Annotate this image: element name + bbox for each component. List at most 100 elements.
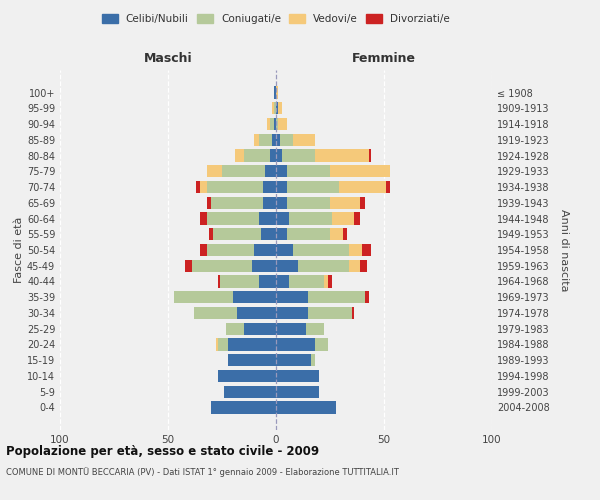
Bar — [287, 196, 330, 209]
Bar — [287, 165, 330, 177]
Bar — [311, 354, 315, 366]
Bar — [200, 244, 207, 256]
Legend: Celibi/Nubili, Coniugati/e, Vedovi/e, Divorziati/e: Celibi/Nubili, Coniugati/e, Vedovi/e, Di… — [98, 10, 454, 29]
Bar — [289, 212, 332, 224]
Text: Popolazione per età, sesso e stato civile - 2009: Popolazione per età, sesso e stato civil… — [6, 445, 319, 458]
Bar — [276, 165, 287, 177]
Bar — [330, 196, 360, 209]
Bar — [352, 307, 354, 319]
Bar — [233, 291, 276, 304]
Bar — [332, 212, 354, 224]
Bar — [214, 228, 261, 240]
Bar — [289, 276, 323, 287]
Bar — [315, 338, 328, 350]
Bar — [200, 181, 207, 193]
Bar — [254, 134, 259, 146]
Bar — [298, 260, 349, 272]
Bar — [276, 150, 283, 162]
Bar — [261, 228, 276, 240]
Bar — [323, 276, 328, 287]
Bar — [276, 196, 287, 209]
Bar — [229, 338, 276, 350]
Bar — [259, 276, 276, 287]
Bar — [218, 370, 276, 382]
Bar — [276, 118, 278, 130]
Bar — [276, 86, 278, 99]
Bar — [276, 181, 287, 193]
Bar — [276, 322, 306, 335]
Bar — [278, 102, 283, 115]
Bar — [224, 386, 276, 398]
Bar — [315, 150, 369, 162]
Bar — [276, 386, 319, 398]
Bar — [330, 165, 391, 177]
Bar — [308, 291, 365, 304]
Bar — [338, 181, 386, 193]
Bar — [220, 276, 259, 287]
Bar — [349, 260, 360, 272]
Bar — [306, 322, 323, 335]
Text: COMUNE DI MONTÜ BECCARIA (PV) - Dati ISTAT 1° gennaio 2009 - Elaborazione TUTTIT: COMUNE DI MONTÜ BECCARIA (PV) - Dati IST… — [6, 468, 399, 477]
Bar — [259, 134, 272, 146]
Bar — [252, 260, 276, 272]
Bar — [330, 228, 343, 240]
Bar — [308, 307, 352, 319]
Bar — [259, 212, 276, 224]
Bar — [287, 181, 338, 193]
Bar — [192, 260, 252, 272]
Bar — [196, 181, 200, 193]
Bar — [254, 244, 276, 256]
Bar — [222, 165, 265, 177]
Bar — [194, 307, 237, 319]
Bar — [276, 402, 337, 413]
Bar — [276, 102, 278, 115]
Bar — [185, 260, 192, 272]
Bar — [207, 212, 259, 224]
Bar — [268, 118, 269, 130]
Bar — [207, 196, 211, 209]
Text: Maschi: Maschi — [143, 52, 193, 65]
Bar — [276, 260, 298, 272]
Bar — [293, 244, 349, 256]
Bar — [276, 354, 311, 366]
Bar — [175, 291, 233, 304]
Bar — [274, 86, 276, 99]
Bar — [360, 196, 365, 209]
Bar — [283, 150, 315, 162]
Bar — [211, 402, 276, 413]
Bar — [360, 260, 367, 272]
Bar — [218, 338, 229, 350]
Bar — [276, 338, 315, 350]
Bar — [386, 181, 391, 193]
Bar — [349, 244, 362, 256]
Bar — [365, 291, 369, 304]
Bar — [218, 276, 220, 287]
Bar — [293, 134, 315, 146]
Bar — [274, 118, 276, 130]
Bar — [276, 276, 289, 287]
Bar — [207, 181, 263, 193]
Bar — [280, 134, 293, 146]
Bar — [207, 244, 254, 256]
Bar — [276, 370, 319, 382]
Bar — [244, 150, 269, 162]
Bar — [226, 322, 244, 335]
Bar — [276, 291, 308, 304]
Bar — [269, 118, 274, 130]
Bar — [276, 228, 287, 240]
Bar — [276, 307, 308, 319]
Bar — [278, 118, 287, 130]
Bar — [263, 196, 276, 209]
Bar — [200, 212, 207, 224]
Bar — [269, 150, 276, 162]
Bar — [265, 165, 276, 177]
Bar — [343, 228, 347, 240]
Bar — [272, 102, 274, 115]
Bar — [215, 338, 218, 350]
Text: Femmine: Femmine — [352, 52, 416, 65]
Bar — [274, 102, 276, 115]
Bar — [237, 307, 276, 319]
Bar — [276, 212, 289, 224]
Y-axis label: Fasce di età: Fasce di età — [14, 217, 24, 283]
Bar — [287, 228, 330, 240]
